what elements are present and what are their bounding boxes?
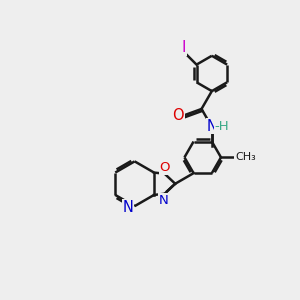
Text: N: N — [206, 119, 217, 134]
Text: -H: -H — [215, 120, 230, 133]
Text: CH₃: CH₃ — [235, 152, 256, 162]
Text: N: N — [123, 200, 134, 215]
Text: O: O — [160, 161, 170, 174]
Text: I: I — [182, 40, 186, 56]
Text: O: O — [172, 108, 184, 123]
Text: N: N — [159, 194, 169, 207]
